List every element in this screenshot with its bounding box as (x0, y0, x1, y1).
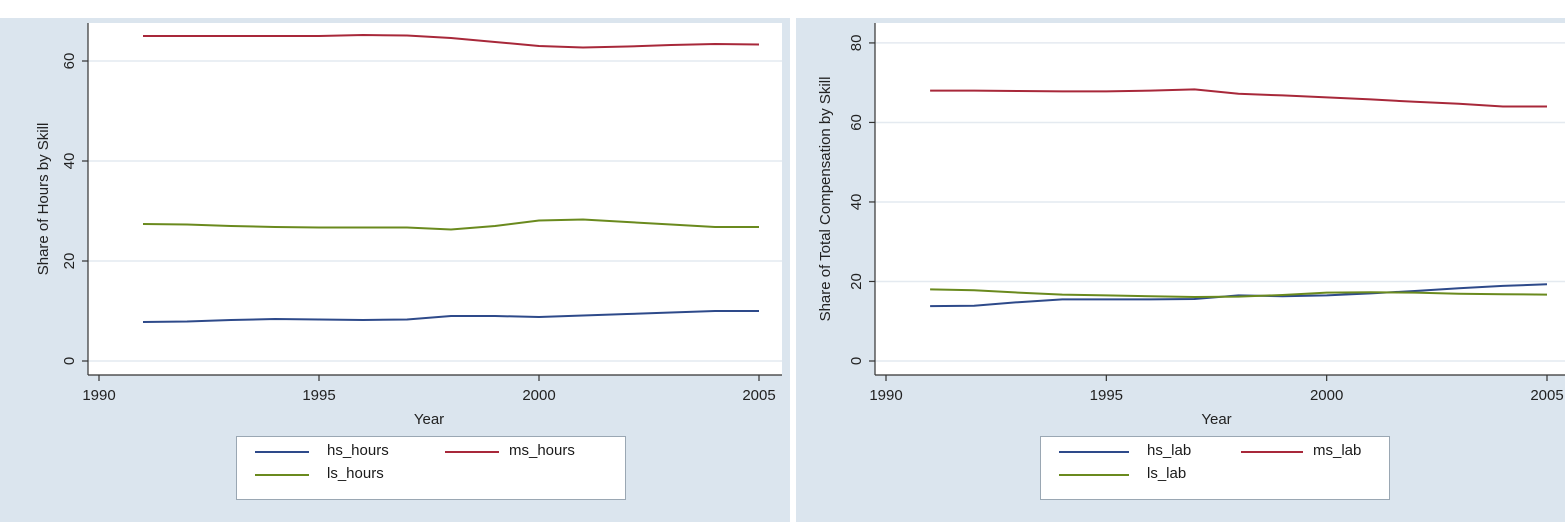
series-line-ls_lab (930, 288, 1548, 299)
plot-area (875, 23, 1565, 375)
series-line-ms_hours (143, 33, 760, 49)
y-tick-label: 80 (848, 35, 865, 52)
y-tick-label: 60 (848, 114, 865, 131)
legend-label: ms_lab (1313, 442, 1362, 459)
panel-divider (790, 18, 796, 522)
legend-label: ls_hours (327, 465, 384, 482)
y-axis-title: Share of Total Compensation by Skill (817, 77, 834, 322)
left-chart-svg: 0 20 40 60 1990 1995 2000 2005 Year Share of Hour… (35, 23, 782, 428)
legend-swatch (1241, 451, 1303, 453)
y-tick-label: 20 (61, 253, 78, 270)
y-tick-label: 40 (61, 153, 78, 170)
right-chart-svg: 0 20 40 60 80 1990 1995 2000 2005 Year Share of To… (817, 23, 1565, 428)
series-line-ms_lab (930, 88, 1547, 108)
right-chart-panel: 0 20 40 60 80 1990 1995 2000 2005 Year Share of To… (796, 18, 1565, 522)
left-chart-legend: hs_hours ms_hours ls_hours (236, 436, 626, 500)
cropped-figure-caption (0, 0, 1565, 18)
legend-swatch (1059, 474, 1129, 476)
legend-swatch (255, 451, 309, 453)
legend-label: hs_lab (1147, 442, 1192, 459)
x-axis-title: Year (414, 411, 444, 428)
right-chart-legend: hs_lab ms_lab ls_lab (1040, 436, 1390, 500)
x-tick-label: 2000 (1310, 387, 1343, 404)
y-tick-label: 40 (848, 194, 865, 211)
x-tick-label: 2000 (522, 387, 555, 404)
y-axis-title: Share of Hours by Skill (35, 123, 52, 276)
x-tick-label: 2005 (742, 387, 775, 404)
x-tick-label: 1995 (1090, 387, 1123, 404)
series-line-ls_hours (142, 218, 759, 231)
y-tick-label: 0 (848, 357, 865, 365)
legend-label: ms_hours (509, 442, 575, 459)
legend-swatch (255, 474, 309, 476)
legend-label: ls_lab (1147, 465, 1187, 482)
x-axis-title: Year (1201, 411, 1231, 428)
x-tick-label: 1995 (302, 387, 335, 404)
legend-swatch (1059, 451, 1129, 453)
left-chart-panel: 0 20 40 60 1990 1995 2000 2005 Year Share of Hour… (0, 18, 790, 522)
x-tick-label: 2005 (1530, 387, 1563, 404)
legend-label: hs_hours (327, 442, 389, 459)
series-line-hs_hours (142, 310, 759, 323)
legend-swatch (445, 451, 499, 453)
series-line-hs_lab (930, 283, 1548, 308)
y-tick-label: 60 (61, 53, 78, 70)
x-tick-label: 1990 (82, 387, 115, 404)
x-tick-label: 1990 (869, 387, 902, 404)
y-tick-label: 20 (848, 273, 865, 290)
y-tick-label: 0 (61, 357, 78, 365)
